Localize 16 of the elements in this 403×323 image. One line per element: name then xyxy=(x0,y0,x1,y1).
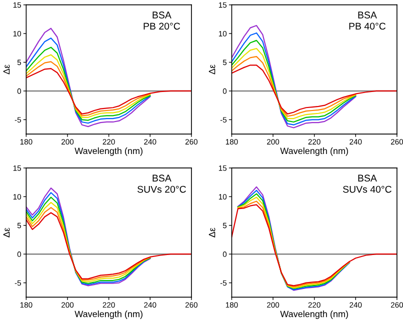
y-axis-title: Δε xyxy=(3,64,10,74)
annotation: BSA PB 20°C xyxy=(144,12,180,30)
x-axis-title: Wavelength (nm) xyxy=(280,147,348,156)
x-axis-title: Wavelength (nm) xyxy=(280,310,348,319)
line-series xyxy=(232,204,397,286)
y-axis-title: Δε xyxy=(208,228,216,238)
annotation: BSA PB 40°C xyxy=(349,12,386,30)
y-axis-title: Δε xyxy=(3,228,10,238)
line-series xyxy=(26,212,192,280)
annotation: BSA SUVs 40°C xyxy=(343,174,392,193)
line-series xyxy=(26,68,192,114)
x-axis-title: Wavelength (nm) xyxy=(74,310,142,319)
annotation: BSA SUVs 20°C xyxy=(137,174,186,193)
x-axis-title: Wavelength (nm) xyxy=(74,147,142,156)
y-axis-title: Δε xyxy=(208,64,216,74)
line-series xyxy=(232,64,397,114)
